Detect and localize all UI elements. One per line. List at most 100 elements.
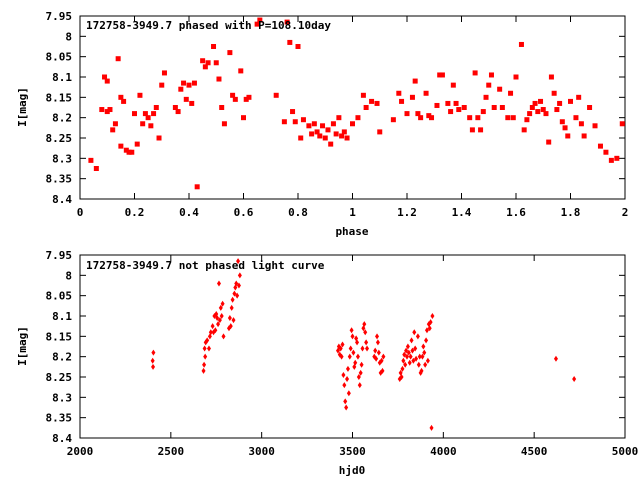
- unphased-data-point: [405, 343, 410, 350]
- phased-data-point: [445, 100, 451, 106]
- phased-data-point: [508, 90, 514, 96]
- phased-data-point: [608, 157, 614, 163]
- unphased-data-point: [232, 290, 237, 297]
- phased-data-point: [538, 98, 544, 104]
- phased-data-point: [123, 147, 129, 153]
- phased-data-point: [592, 123, 598, 129]
- phased-data-point: [281, 119, 287, 125]
- phased-data-point: [404, 111, 410, 117]
- unphased-chart-title: 172758-3949.7 not phased light curve: [86, 259, 325, 272]
- unphased-data-point: [342, 382, 347, 389]
- phased-x-tick-label: 1.4: [452, 206, 472, 219]
- phased-data-point: [148, 123, 154, 129]
- unphased-data-point: [218, 304, 223, 311]
- unphased-data-point: [201, 367, 206, 374]
- unphased-data-point: [365, 345, 370, 352]
- phased-data-point: [140, 121, 146, 127]
- phased-data-point: [529, 105, 535, 110]
- unphased-data-point: [373, 347, 378, 354]
- phased-data-point: [491, 105, 497, 110]
- phased-data-point: [532, 100, 538, 106]
- phased-data-point: [415, 111, 421, 117]
- unphased-data-point: [375, 333, 380, 340]
- phased-y-tick-label: 8.4: [52, 193, 72, 206]
- unphased-data-point: [406, 349, 411, 356]
- unphased-x-tick-label: 5000: [612, 445, 639, 458]
- phased-data-point: [448, 109, 454, 115]
- unphased-data-point: [363, 329, 368, 336]
- phased-data-point: [546, 139, 552, 145]
- phased-data-point: [587, 105, 593, 110]
- unphased-data-point: [343, 398, 348, 405]
- phased-data-point: [472, 70, 478, 76]
- phased-data-point: [129, 149, 135, 155]
- phased-data-point: [434, 102, 440, 108]
- phased-data-point: [551, 90, 557, 96]
- phased-data-point: [211, 44, 217, 49]
- phased-data-point: [151, 111, 157, 117]
- phased-data-point: [559, 119, 565, 125]
- unphased-data-point: [376, 349, 381, 356]
- phased-axis-ticks: [79, 15, 626, 200]
- unphased-data-point: [216, 321, 221, 328]
- phased-data-point: [576, 94, 582, 100]
- unphased-data-point: [409, 337, 414, 344]
- phased-data-point: [115, 56, 121, 62]
- phased-data-point: [336, 115, 342, 121]
- phased-x-tick-label: 0.8: [288, 206, 308, 219]
- phased-data-point: [377, 129, 383, 135]
- unphased-data-point: [428, 319, 433, 326]
- phased-data-point: [186, 82, 192, 88]
- phased-data-point: [355, 115, 361, 121]
- phased-data-point: [469, 127, 475, 133]
- unphased-y-tick-label: 8.25: [46, 371, 73, 384]
- unphased-data-point: [430, 313, 435, 319]
- unphased-data-point: [229, 304, 234, 311]
- unphased-data-point: [401, 357, 406, 364]
- phased-data-point: [597, 143, 603, 149]
- unphased-data-point: [425, 357, 430, 364]
- unphased-x-axis-label: hjd0: [339, 464, 366, 477]
- phased-data-point: [232, 96, 238, 102]
- phased-data-point: [412, 78, 418, 84]
- unphased-data-point: [227, 315, 232, 322]
- phased-data-point: [524, 117, 530, 123]
- unphased-data-point: [424, 327, 429, 334]
- unphased-y-tick-label: 8.1: [52, 310, 72, 323]
- unphased-data-point: [236, 282, 241, 289]
- phased-x-tick-label: 1.2: [397, 206, 417, 219]
- phased-data-point: [554, 107, 560, 113]
- unphased-data-point: [375, 339, 380, 346]
- phased-data-point: [159, 82, 165, 88]
- unphased-data-point: [359, 361, 364, 368]
- unphased-y-tick-label: 8.3: [52, 391, 72, 404]
- unphased-data-point: [360, 345, 365, 352]
- phased-data-point: [518, 41, 524, 47]
- phased-data-point: [118, 143, 124, 149]
- unphased-data-point: [417, 353, 422, 360]
- phased-data-point: [360, 92, 366, 98]
- phased-y-tick-label: 8: [65, 30, 72, 43]
- phased-data-point: [320, 123, 326, 129]
- unphased-y-tick-label: 8: [65, 269, 72, 282]
- phased-data-point: [426, 113, 432, 119]
- phased-data-point: [429, 115, 435, 121]
- phased-data-point: [603, 149, 609, 155]
- unphased-data-point: [338, 345, 343, 352]
- unphased-data-point: [234, 280, 239, 287]
- phased-data-point: [409, 94, 415, 100]
- phased-data-point: [344, 135, 350, 141]
- unphased-y-tick-label: 8.2: [52, 351, 72, 364]
- unphased-data-point: [215, 315, 220, 322]
- phased-data-point: [287, 39, 293, 45]
- unphased-data-point: [231, 317, 236, 324]
- phased-x-tick-label: 1: [349, 206, 356, 219]
- unphased-x-tick-label: 2000: [67, 445, 94, 458]
- unphased-data-point: [150, 357, 155, 364]
- unphased-data-point: [345, 376, 350, 383]
- unphased-x-tick-label: 4000: [430, 445, 457, 458]
- phased-y-tick-label: 8.15: [46, 91, 73, 104]
- phased-data-point: [153, 105, 159, 110]
- unphased-light-curve-panel: 7.95 8 8.05 8.1 8.15 8.2 8.25 8.3 8.35 8.4 2000 25…: [16, 249, 638, 477]
